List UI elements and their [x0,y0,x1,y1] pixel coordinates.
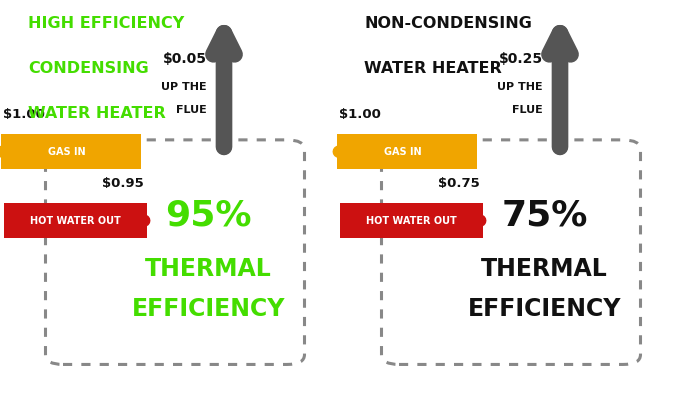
Text: $1.00: $1.00 [340,108,382,121]
Text: $0.25: $0.25 [498,52,542,66]
Text: WATER HEATER: WATER HEATER [28,106,166,121]
Text: UP THE: UP THE [161,82,206,92]
Text: THERMAL: THERMAL [145,257,272,281]
Text: $0.75: $0.75 [438,177,480,190]
Text: HOT WATER OUT: HOT WATER OUT [366,216,456,226]
Text: EFFICIENCY: EFFICIENCY [468,297,622,320]
FancyBboxPatch shape [337,134,477,169]
Text: FLUE: FLUE [176,105,206,115]
Text: $1.00: $1.00 [4,108,46,121]
Text: $0.95: $0.95 [102,177,144,190]
FancyBboxPatch shape [4,203,147,238]
Text: UP THE: UP THE [497,82,542,92]
Text: NON-CONDENSING: NON-CONDENSING [364,16,532,31]
Text: CONDENSING: CONDENSING [28,61,148,76]
Text: FLUE: FLUE [512,105,542,115]
Text: HIGH EFFICIENCY: HIGH EFFICIENCY [28,16,184,31]
Text: THERMAL: THERMAL [481,257,608,281]
Text: 75%: 75% [501,199,588,233]
FancyBboxPatch shape [1,134,141,169]
Text: GAS IN: GAS IN [48,147,85,157]
Text: $0.05: $0.05 [162,52,206,66]
Text: GAS IN: GAS IN [384,147,421,157]
Text: WATER HEATER: WATER HEATER [364,61,502,76]
FancyBboxPatch shape [340,203,483,238]
Text: EFFICIENCY: EFFICIENCY [132,297,286,320]
Text: HOT WATER OUT: HOT WATER OUT [30,216,120,226]
Text: 95%: 95% [165,199,252,233]
